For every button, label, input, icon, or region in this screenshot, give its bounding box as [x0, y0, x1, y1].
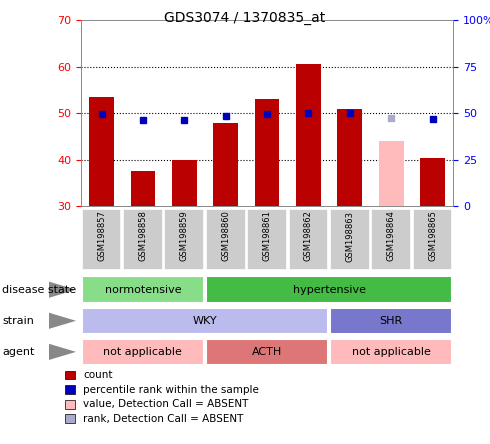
Text: value, Detection Call = ABSENT: value, Detection Call = ABSENT: [83, 400, 248, 409]
Bar: [65, 415, 74, 424]
Text: normotensive: normotensive: [104, 285, 181, 295]
Bar: [296, 64, 321, 206]
Polygon shape: [49, 281, 76, 298]
Bar: [206, 209, 245, 270]
Bar: [172, 160, 196, 206]
Bar: [206, 277, 452, 303]
Text: GSM198861: GSM198861: [263, 210, 271, 262]
Bar: [165, 209, 204, 270]
Polygon shape: [49, 344, 76, 360]
Text: count: count: [83, 370, 113, 380]
Bar: [247, 209, 287, 270]
Bar: [65, 370, 74, 379]
Text: GDS3074 / 1370835_at: GDS3074 / 1370835_at: [164, 11, 326, 25]
Bar: [82, 209, 122, 270]
Text: GSM198864: GSM198864: [387, 210, 396, 262]
Bar: [206, 339, 328, 365]
Text: rank, Detection Call = ABSENT: rank, Detection Call = ABSENT: [83, 414, 244, 424]
Bar: [89, 97, 114, 206]
Bar: [289, 209, 328, 270]
Text: not applicable: not applicable: [352, 347, 431, 357]
Bar: [123, 209, 163, 270]
Bar: [338, 109, 362, 206]
Bar: [413, 209, 452, 270]
Bar: [213, 123, 238, 206]
Text: GSM198858: GSM198858: [138, 210, 147, 262]
Text: GSM198860: GSM198860: [221, 210, 230, 262]
Text: GSM198865: GSM198865: [428, 210, 437, 262]
Text: agent: agent: [2, 347, 35, 357]
Bar: [330, 339, 452, 365]
Text: disease state: disease state: [2, 285, 76, 295]
Text: SHR: SHR: [380, 316, 403, 326]
Bar: [371, 209, 411, 270]
Bar: [65, 385, 74, 394]
Text: ACTH: ACTH: [252, 347, 282, 357]
Text: hypertensive: hypertensive: [293, 285, 366, 295]
Text: GSM198863: GSM198863: [345, 210, 354, 262]
Bar: [82, 277, 204, 303]
Bar: [420, 158, 445, 206]
Text: not applicable: not applicable: [103, 347, 182, 357]
Bar: [379, 141, 404, 206]
Bar: [130, 171, 155, 206]
Text: strain: strain: [2, 316, 34, 326]
Bar: [330, 308, 452, 334]
Bar: [82, 339, 204, 365]
Polygon shape: [49, 313, 76, 329]
Bar: [65, 400, 74, 408]
Bar: [330, 209, 369, 270]
Bar: [82, 308, 328, 334]
Bar: [255, 99, 279, 206]
Text: GSM198859: GSM198859: [180, 210, 189, 262]
Text: GSM198862: GSM198862: [304, 210, 313, 262]
Text: WKY: WKY: [193, 316, 217, 326]
Text: GSM198857: GSM198857: [97, 210, 106, 262]
Text: percentile rank within the sample: percentile rank within the sample: [83, 385, 259, 395]
